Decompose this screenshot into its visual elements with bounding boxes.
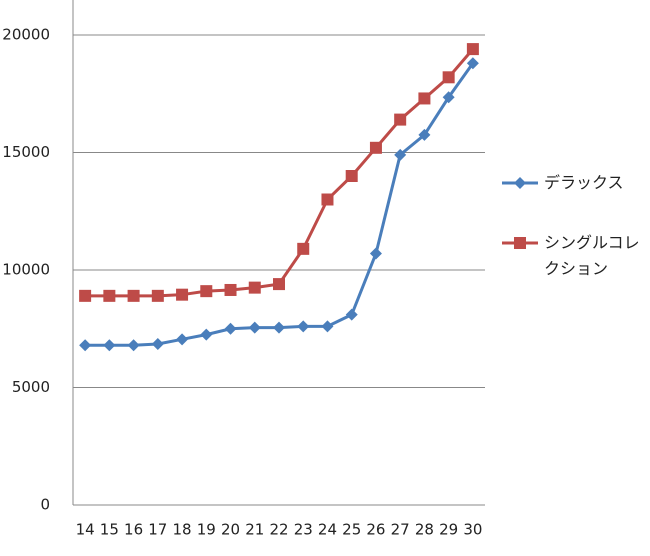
marker (224, 322, 237, 335)
y-tick-label: 20000 (2, 26, 50, 44)
legend-swatch (502, 237, 538, 249)
x-tick-label: 18 (173, 521, 192, 539)
y-tick-label: 15000 (2, 143, 50, 161)
marker (345, 308, 358, 321)
marker (369, 141, 382, 154)
marker (466, 57, 479, 70)
x-tick-label: 23 (294, 521, 313, 539)
marker (200, 328, 213, 341)
legend-item: シングルコレクション (500, 230, 644, 282)
marker (394, 148, 407, 161)
x-tick-label: 15 (100, 521, 119, 539)
marker (442, 71, 455, 84)
y-tick-label: 5000 (12, 378, 50, 396)
marker (248, 321, 261, 334)
legend: デラックスシングルコレクション (500, 170, 650, 316)
x-tick-label: 26 (366, 521, 385, 539)
legend-item: デラックス (500, 170, 644, 196)
marker (127, 339, 140, 352)
marker (200, 285, 213, 298)
marker (321, 193, 334, 206)
marker (151, 289, 164, 302)
marker (466, 43, 479, 56)
marker (151, 338, 164, 351)
marker (273, 321, 285, 334)
marker (345, 170, 358, 182)
marker (418, 92, 431, 105)
marker (127, 289, 140, 302)
x-tick-label: 19 (197, 521, 216, 539)
marker (297, 320, 310, 333)
marker (248, 281, 261, 294)
y-tick-label: 10000 (2, 261, 50, 279)
x-tick-label: 22 (269, 521, 288, 539)
marker (176, 333, 189, 346)
legend-marker (514, 177, 526, 189)
x-tick-label: 16 (124, 521, 143, 539)
marker (103, 339, 116, 352)
series-line (85, 48, 475, 298)
x-tick-label: 29 (439, 521, 458, 539)
marker (103, 289, 116, 302)
x-tick-label: 20 (221, 521, 240, 539)
marker (369, 247, 382, 260)
legend-swatch (502, 177, 538, 189)
marker (321, 320, 334, 333)
x-tick-label: 21 (245, 521, 264, 539)
legend-marker (514, 237, 526, 249)
marker (79, 289, 92, 302)
x-tick-label: 17 (148, 521, 167, 539)
x-tick-label: 25 (342, 521, 361, 539)
marker (224, 283, 237, 296)
marker (79, 339, 92, 352)
x-tick-label: 27 (391, 521, 410, 539)
legend-label: デラックス (544, 173, 624, 192)
marker (394, 113, 407, 126)
x-tick-label: 24 (318, 521, 337, 539)
marker (176, 288, 189, 301)
legend-label: シングルコレクション (544, 233, 640, 278)
marker (297, 242, 310, 255)
x-tick-label: 14 (76, 521, 95, 539)
marker (442, 91, 455, 104)
marker (273, 278, 285, 291)
y-tick-label: 0 (40, 496, 50, 514)
x-tick-label: 28 (415, 521, 434, 539)
x-tick-label: 30 (463, 521, 482, 539)
marker (418, 128, 431, 141)
